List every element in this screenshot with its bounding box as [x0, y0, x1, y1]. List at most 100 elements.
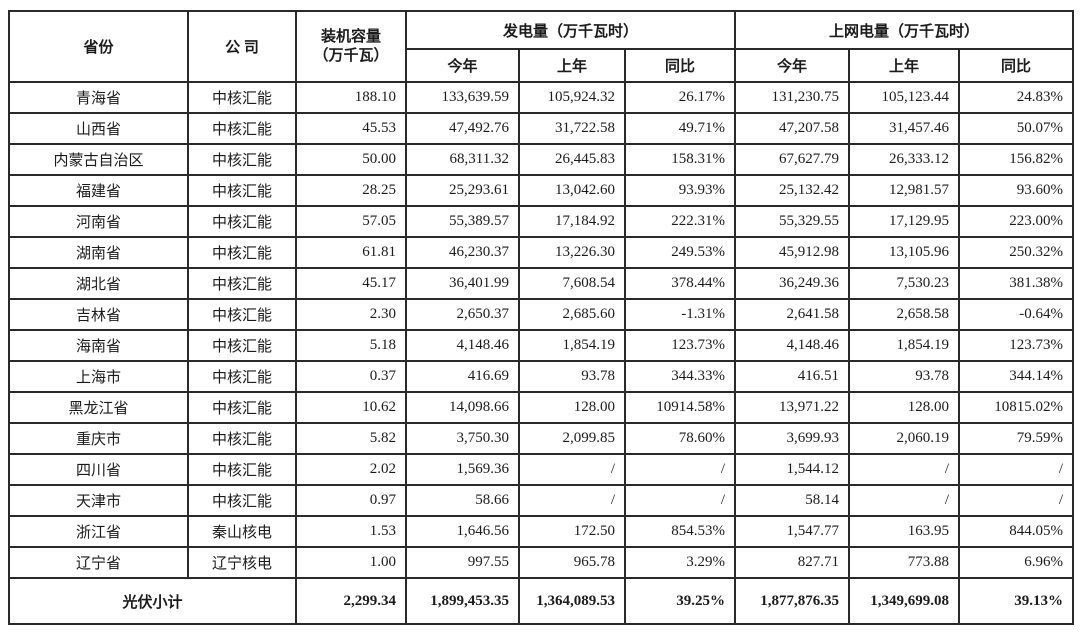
solar-power-table: 省份 公 司 装机容量 （万千瓦） 发电量（万千瓦时） 上网电量（万千瓦时） 今…	[8, 10, 1074, 625]
cell-company: 秦山核电	[187, 515, 297, 548]
cell-gen-yoy: 378.44%	[624, 267, 736, 300]
cell-grid-this: 25,132.42	[734, 174, 850, 207]
cell-company: 辽宁核电	[187, 546, 297, 579]
cell-gen-last: 13,042.60	[518, 174, 626, 207]
cell-gen-this: 4,148.46	[405, 329, 520, 362]
cell-company: 中核汇能	[187, 422, 297, 455]
cell-province: 四川省	[8, 453, 189, 486]
cell-province: 辽宁省	[8, 546, 189, 579]
cell-grid-this: 131,230.75	[734, 81, 850, 114]
subtotal-grid-yoy: 39.13%	[958, 577, 1074, 625]
subtotal-gen-this-year: 1,899,453.35	[405, 577, 520, 625]
table-row: 黑龙江省 中核汇能 10.62 14,098.66 128.00 10914.58% 13,…	[8, 391, 1074, 424]
cell-capacity: 50.00	[295, 143, 407, 176]
cell-gen-yoy: 10914.58%	[624, 391, 736, 424]
cell-company: 中核汇能	[187, 391, 297, 424]
header-generation-group: 发电量（万千瓦时）	[405, 10, 736, 50]
cell-province: 湖南省	[8, 236, 189, 269]
header-grid-last-year: 上年	[848, 48, 960, 83]
cell-gen-yoy: 26.17%	[624, 81, 736, 114]
cell-grid-yoy: /	[958, 453, 1074, 486]
header-capacity-line2: （万千瓦）	[313, 47, 389, 64]
cell-grid-this: 36,249.36	[734, 267, 850, 300]
cell-grid-yoy: 250.32%	[958, 236, 1074, 269]
table-row: 浙江省 秦山核电 1.53 1,646.56 172.50 854.53% 1,547.77…	[8, 515, 1074, 548]
cell-grid-yoy: /	[958, 484, 1074, 517]
cell-gen-this: 133,639.59	[405, 81, 520, 114]
cell-grid-yoy: 381.38%	[958, 267, 1074, 300]
cell-capacity: 5.82	[295, 422, 407, 455]
cell-gen-last: 2,685.60	[518, 298, 626, 331]
cell-gen-last: 2,099.85	[518, 422, 626, 455]
cell-province: 河南省	[8, 205, 189, 238]
table-row: 吉林省 中核汇能 2.30 2,650.37 2,685.60 -1.31% 2,641.5…	[8, 298, 1074, 331]
cell-province: 海南省	[8, 329, 189, 362]
cell-gen-this: 997.55	[405, 546, 520, 579]
cell-gen-this: 36,401.99	[405, 267, 520, 300]
cell-grid-yoy: 123.73%	[958, 329, 1074, 362]
cell-grid-last: 12,981.57	[848, 174, 960, 207]
cell-gen-last: 93.78	[518, 360, 626, 393]
cell-company: 中核汇能	[187, 484, 297, 517]
cell-province: 天津市	[8, 484, 189, 517]
cell-grid-last: 31,457.46	[848, 112, 960, 145]
cell-grid-this: 47,207.58	[734, 112, 850, 145]
cell-grid-this: 416.51	[734, 360, 850, 393]
cell-grid-last: 7,530.23	[848, 267, 960, 300]
cell-gen-last: 7,608.54	[518, 267, 626, 300]
header-capacity-line1: 装机容量	[320, 28, 381, 45]
cell-grid-yoy: 10815.02%	[958, 391, 1074, 424]
cell-gen-last: 13,226.30	[518, 236, 626, 269]
table-header: 省份 公 司 装机容量 （万千瓦） 发电量（万千瓦时） 上网电量（万千瓦时） 今…	[8, 10, 1074, 83]
cell-capacity: 45.17	[295, 267, 407, 300]
cell-grid-yoy: 50.07%	[958, 112, 1074, 145]
cell-gen-last: /	[518, 484, 626, 517]
cell-grid-last: 17,129.95	[848, 205, 960, 238]
subtotal-row: 光伏小计 2,299.34 1,899,453.35 1,364,089.53 …	[8, 577, 1074, 625]
cell-grid-last: 163.95	[848, 515, 960, 548]
header-gen-this-year: 今年	[405, 48, 520, 83]
table-body: 青海省 中核汇能 188.10 133,639.59 105,924.32 26.17% 1…	[8, 81, 1074, 579]
cell-grid-last: 105,123.44	[848, 81, 960, 114]
cell-gen-last: 26,445.83	[518, 143, 626, 176]
cell-company: 中核汇能	[187, 360, 297, 393]
table-row: 重庆市 中核汇能 5.82 3,750.30 2,099.85 78.60% 3,699.9…	[8, 422, 1074, 455]
cell-capacity: 0.97	[295, 484, 407, 517]
cell-gen-last: 1,854.19	[518, 329, 626, 362]
subtotal-gen-last-year: 1,364,089.53	[518, 577, 626, 625]
cell-province: 上海市	[8, 360, 189, 393]
cell-company: 中核汇能	[187, 298, 297, 331]
cell-gen-last: 17,184.92	[518, 205, 626, 238]
cell-gen-yoy: 854.53%	[624, 515, 736, 548]
cell-grid-this: 4,148.46	[734, 329, 850, 362]
cell-gen-last: /	[518, 453, 626, 486]
cell-province: 黑龙江省	[8, 391, 189, 424]
cell-grid-last: 26,333.12	[848, 143, 960, 176]
cell-gen-this: 1,569.36	[405, 453, 520, 486]
cell-company: 中核汇能	[187, 112, 297, 145]
cell-gen-this: 47,492.76	[405, 112, 520, 145]
table-row: 河南省 中核汇能 57.05 55,389.57 17,184.92 222.31% 55,…	[8, 205, 1074, 238]
cell-gen-yoy: 123.73%	[624, 329, 736, 362]
cell-gen-this: 68,311.32	[405, 143, 520, 176]
cell-grid-this: 55,329.55	[734, 205, 850, 238]
cell-gen-yoy: /	[624, 484, 736, 517]
cell-gen-this: 55,389.57	[405, 205, 520, 238]
cell-gen-last: 172.50	[518, 515, 626, 548]
cell-grid-last: 2,060.19	[848, 422, 960, 455]
cell-province: 湖北省	[8, 267, 189, 300]
cell-capacity: 10.62	[295, 391, 407, 424]
cell-company: 中核汇能	[187, 143, 297, 176]
cell-gen-this: 1,646.56	[405, 515, 520, 548]
cell-grid-last: 1,854.19	[848, 329, 960, 362]
cell-capacity: 28.25	[295, 174, 407, 207]
cell-grid-last: 93.78	[848, 360, 960, 393]
cell-gen-yoy: 3.29%	[624, 546, 736, 579]
cell-capacity: 61.81	[295, 236, 407, 269]
table-row: 内蒙古自治区 中核汇能 50.00 68,311.32 26,445.83 158.31%…	[8, 143, 1074, 176]
cell-gen-yoy: /	[624, 453, 736, 486]
cell-grid-this: 58.14	[734, 484, 850, 517]
cell-gen-last: 965.78	[518, 546, 626, 579]
cell-gen-yoy: 49.71%	[624, 112, 736, 145]
subtotal-label: 光伏小计	[8, 577, 297, 625]
